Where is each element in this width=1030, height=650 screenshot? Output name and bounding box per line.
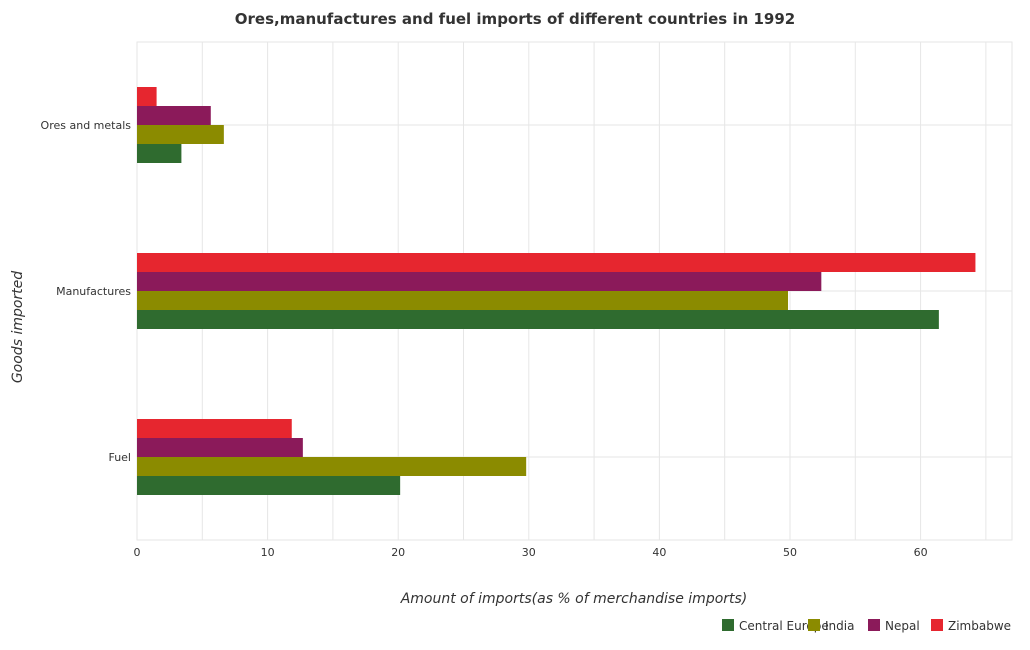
x-axis-label: Amount of imports(as % of merchandise im… — [400, 591, 748, 607]
bar-nepal-fuel — [137, 438, 303, 457]
bar-india-ores-and-metals — [137, 125, 224, 144]
legend-label: Nepal — [885, 619, 920, 633]
x-tick-label: 30 — [522, 546, 536, 559]
legend-swatch — [931, 619, 943, 631]
bar-central-europe-ores-and-metals — [137, 144, 182, 163]
y-axis-label: Goods imported — [10, 271, 26, 383]
bars — [137, 87, 976, 495]
chart-title: Ores,manufactures and fuel imports of di… — [235, 10, 795, 28]
y-tick-label: Ores and metals — [41, 119, 132, 132]
legend-label: India — [825, 619, 854, 633]
x-tick-label: 20 — [391, 546, 405, 559]
legend-swatch — [722, 619, 734, 631]
x-tick-label: 0 — [134, 546, 141, 559]
bar-india-manufactures — [137, 291, 789, 310]
bar-central-europe-fuel — [137, 476, 401, 495]
bar-india-fuel — [137, 457, 527, 476]
x-tick-label: 50 — [783, 546, 797, 559]
bar-central-europe-manufactures — [137, 310, 939, 329]
legend-label: Central Europe — [739, 619, 829, 633]
y-tick-label: Manufactures — [56, 285, 131, 298]
x-tick-label: 40 — [652, 546, 666, 559]
legend-swatch — [808, 619, 820, 631]
bar-zimbabwe-ores-and-metals — [137, 87, 157, 106]
bar-nepal-manufactures — [137, 272, 822, 291]
x-ticks: 0 10 20 30 40 50 60 — [134, 546, 928, 559]
legend-swatch — [868, 619, 880, 631]
x-tick-label: 10 — [261, 546, 275, 559]
legend-label: Zimbabwe — [948, 619, 1011, 633]
bar-nepal-ores-and-metals — [137, 106, 211, 125]
bar-zimbabwe-manufactures — [137, 253, 976, 272]
bar-zimbabwe-fuel — [137, 419, 292, 438]
y-tick-label: Fuel — [108, 451, 131, 464]
x-tick-label: 60 — [914, 546, 928, 559]
y-ticks: Ores and metals Manufactures Fuel — [41, 119, 132, 464]
